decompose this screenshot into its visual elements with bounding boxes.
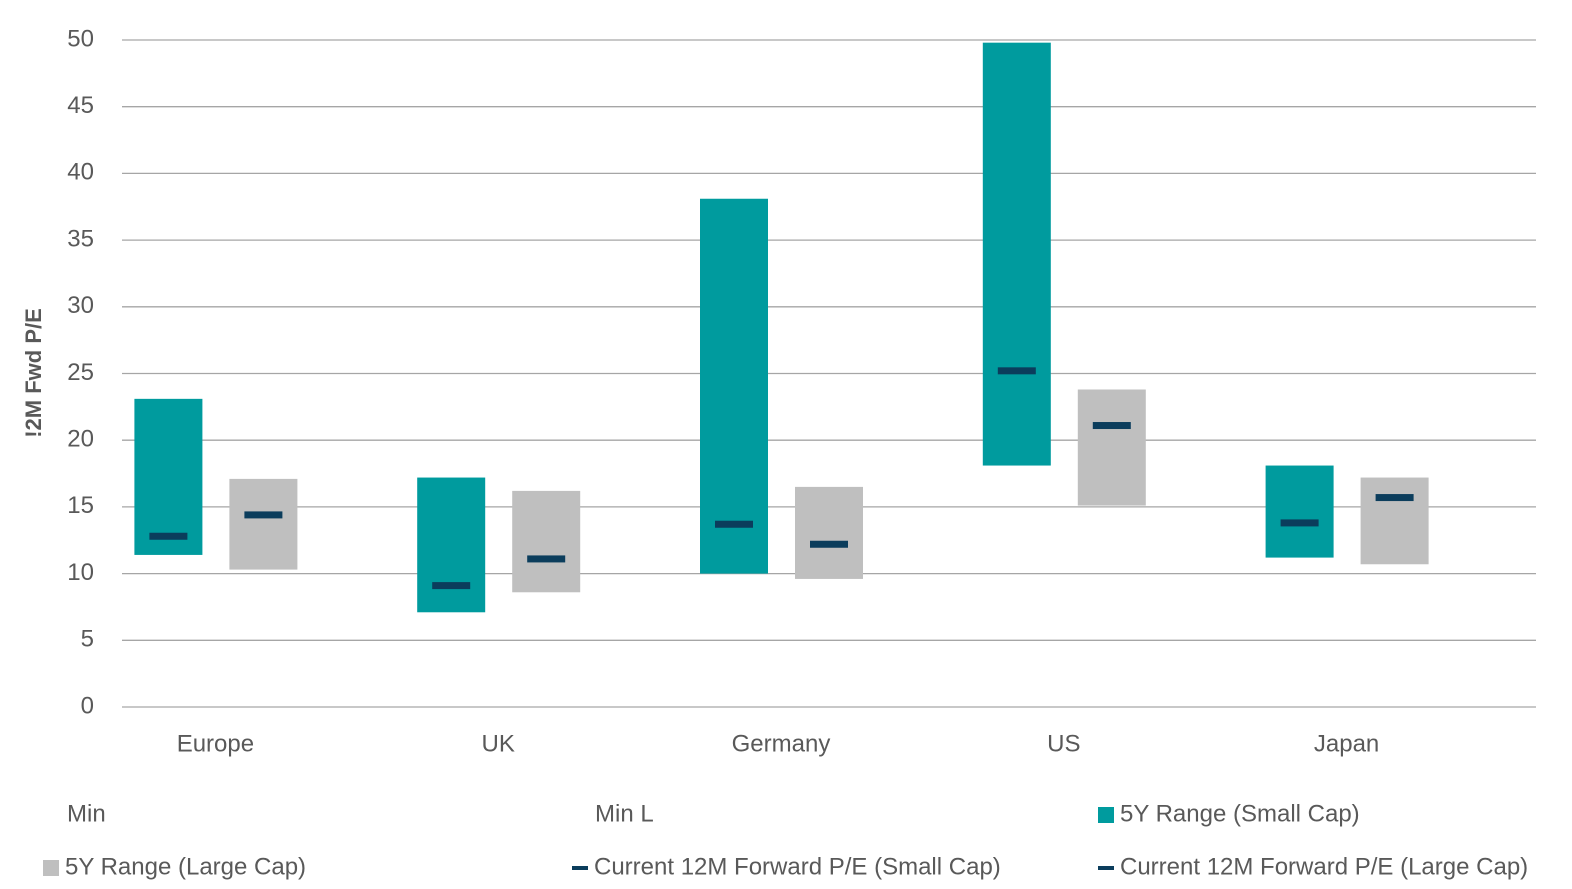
legend-label: Current 12M Forward P/E (Small Cap) bbox=[594, 853, 1001, 880]
y-tick-label: 5 bbox=[81, 626, 94, 653]
current-marker bbox=[810, 540, 848, 548]
range-bar bbox=[795, 486, 863, 579]
x-tick-label: UK bbox=[482, 730, 515, 757]
y-tick-label: 25 bbox=[67, 359, 94, 386]
y-tick-label: 30 bbox=[67, 292, 94, 319]
x-tick-label: Germany bbox=[732, 730, 831, 757]
x-tick-label: Europe bbox=[177, 730, 254, 757]
legend-label: Current 12M Forward P/E (Large Cap) bbox=[1120, 853, 1528, 880]
y-tick-label: 0 bbox=[81, 692, 94, 719]
legend-swatch bbox=[1098, 866, 1114, 870]
range-bar bbox=[512, 490, 581, 593]
y-tick-label: 40 bbox=[67, 159, 94, 186]
current-marker bbox=[432, 582, 471, 590]
legend-label: Min L bbox=[595, 800, 654, 827]
legend-label: Min bbox=[67, 800, 106, 827]
current-marker bbox=[997, 367, 1036, 375]
y-axis-title: !2M Fwd P/E bbox=[21, 308, 46, 438]
range-bar bbox=[1077, 389, 1146, 506]
range-bar bbox=[982, 42, 1051, 466]
legend-swatch bbox=[43, 860, 59, 876]
y-tick-label: 20 bbox=[67, 426, 94, 453]
range-bar bbox=[229, 478, 298, 570]
legend-swatch bbox=[572, 866, 588, 870]
x-tick-label: Japan bbox=[1314, 730, 1379, 757]
legend-label: 5Y Range (Large Cap) bbox=[65, 853, 306, 880]
current-marker bbox=[1280, 519, 1319, 527]
legend-swatch bbox=[1098, 807, 1114, 823]
range-bar bbox=[417, 477, 486, 613]
current-marker bbox=[1375, 494, 1414, 502]
y-tick-label: 10 bbox=[67, 559, 94, 586]
range-bar bbox=[1265, 465, 1334, 558]
x-tick-label: US bbox=[1047, 730, 1080, 757]
current-marker bbox=[1092, 422, 1131, 430]
current-marker bbox=[527, 555, 566, 563]
range-bar bbox=[134, 398, 203, 555]
y-tick-label: 50 bbox=[67, 25, 94, 52]
current-marker bbox=[149, 532, 188, 540]
range-bar bbox=[1360, 477, 1429, 565]
legend-label: 5Y Range (Small Cap) bbox=[1120, 800, 1360, 827]
current-marker bbox=[244, 511, 283, 519]
y-tick-label: 15 bbox=[67, 492, 94, 519]
range-bar bbox=[700, 198, 768, 574]
current-marker bbox=[715, 520, 753, 528]
y-tick-label: 45 bbox=[67, 92, 94, 119]
y-tick-label: 35 bbox=[67, 225, 94, 252]
